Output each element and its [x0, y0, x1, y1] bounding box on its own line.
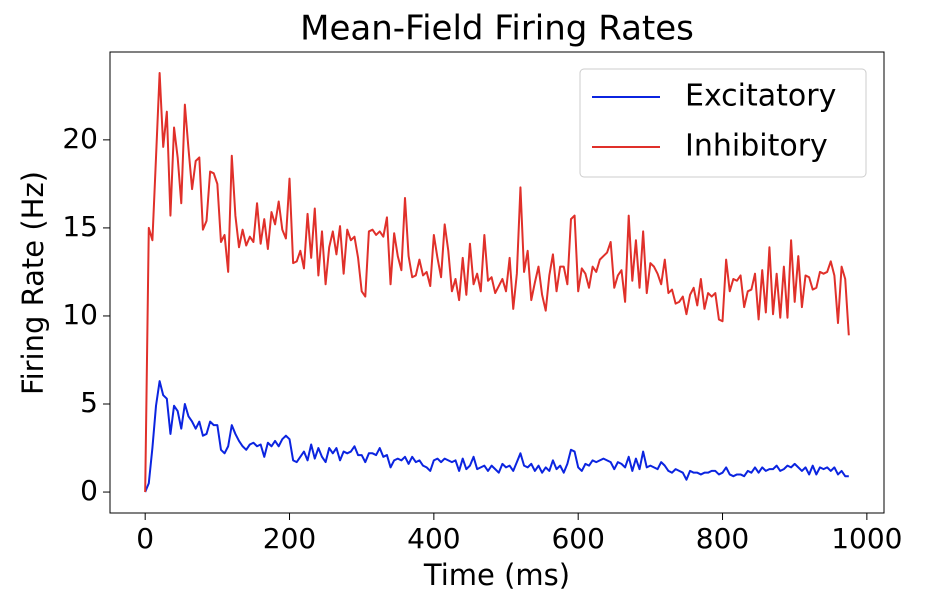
x-tick-label: 1000 [831, 522, 902, 555]
y-tick-label: 5 [80, 386, 98, 419]
y-tick-label: 15 [62, 210, 98, 243]
plot-frame [109, 51, 885, 514]
y-tick-label: 10 [62, 298, 98, 331]
x-tick-label: 0 [136, 522, 154, 555]
x-tick-label: 400 [407, 522, 460, 555]
x-tick-label: 600 [551, 522, 604, 555]
legend-label: Inhibitory [685, 129, 828, 164]
y-tick-label: 20 [62, 122, 98, 155]
chart-title: Mean-Field Firing Rates [300, 9, 694, 49]
x-tick-label: 200 [263, 522, 316, 555]
legend-label: Excitatory [685, 79, 836, 114]
y-axis-label: Firing Rate (Hz) [16, 171, 50, 395]
series-line [144, 380, 849, 493]
series-line [144, 71, 850, 493]
x-tick-label: 800 [696, 522, 749, 555]
x-axis-label: Time (ms) [423, 558, 570, 592]
y-tick-label: 0 [80, 474, 98, 507]
